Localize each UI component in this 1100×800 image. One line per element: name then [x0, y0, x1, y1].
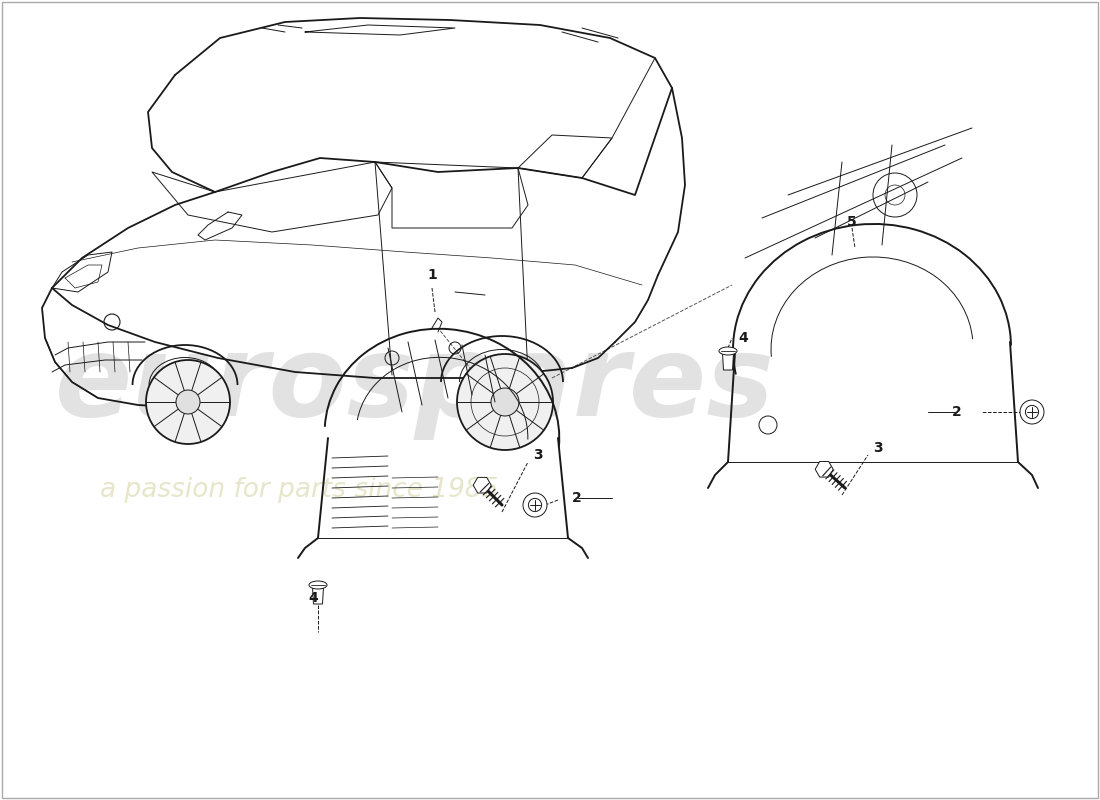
Polygon shape	[815, 462, 833, 477]
Text: 4: 4	[738, 331, 748, 345]
Ellipse shape	[309, 581, 327, 589]
Polygon shape	[312, 587, 323, 604]
Circle shape	[522, 493, 547, 517]
Polygon shape	[723, 353, 734, 370]
Text: 3: 3	[873, 441, 883, 455]
Circle shape	[456, 354, 553, 450]
Text: 1: 1	[427, 268, 437, 282]
Text: 3: 3	[534, 448, 542, 462]
Text: eurospares: eurospares	[55, 330, 775, 441]
Circle shape	[146, 360, 230, 444]
Text: 2: 2	[572, 491, 582, 505]
Text: 4: 4	[308, 591, 318, 605]
Circle shape	[1020, 400, 1044, 424]
Text: a passion for parts since 1985: a passion for parts since 1985	[100, 477, 498, 503]
Text: 2: 2	[953, 405, 962, 419]
Circle shape	[491, 388, 519, 416]
Circle shape	[176, 390, 200, 414]
Polygon shape	[473, 478, 492, 493]
Ellipse shape	[719, 347, 737, 355]
Text: 5: 5	[847, 215, 857, 229]
